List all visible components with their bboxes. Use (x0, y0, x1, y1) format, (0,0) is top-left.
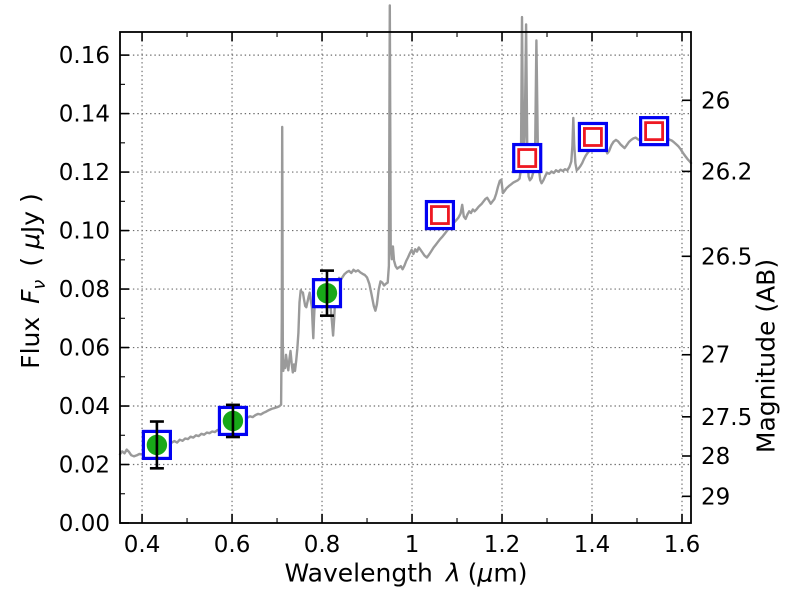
model-red-square-marker (644, 121, 665, 142)
x-tick-label: 1 (405, 532, 420, 558)
y-axis-label-right: Magnitude (AB) (751, 258, 781, 454)
y-tick-label: 0.02 (59, 453, 110, 479)
y-tick-label: 0.04 (59, 394, 110, 420)
x-tick-label: 1.6 (664, 532, 701, 558)
x-tick-label: 0.4 (124, 532, 161, 558)
magnitude-tick-label: 27.5 (701, 405, 752, 431)
y-tick-label: 0.06 (59, 336, 110, 362)
y-left-word: Flux (16, 316, 45, 369)
x-axis-unit-open: ( (467, 558, 478, 588)
y-left-unit-close: Jy ) (16, 193, 45, 234)
flux-symbol: F (16, 289, 45, 304)
magnitude-tick-label: 27 (701, 343, 730, 369)
magnitude-tick-label: 26.2 (701, 159, 752, 185)
mu-symbol: μ (16, 233, 45, 249)
y-left-unit-open: ( (16, 248, 45, 267)
magnitude-tick-label: 26.5 (701, 244, 752, 270)
x-axis-unit-close: m) (493, 558, 528, 588)
x-tick-label: 0.6 (214, 532, 251, 558)
axes-frame (119, 31, 692, 524)
y-tick-label: 0.10 (59, 219, 110, 245)
magnitude-tick-label: 26 (701, 88, 730, 114)
model-red-square-marker (430, 205, 450, 225)
y-tick-label: 0.16 (59, 43, 110, 69)
lambda-symbol: λ (445, 558, 461, 588)
y-tick-label: 0.14 (59, 102, 110, 128)
model-red-square-marker (583, 127, 603, 147)
nu-subscript: ν (30, 279, 50, 290)
y-tick-label: 0.12 (59, 160, 110, 186)
x-tick-label: 1.2 (484, 532, 521, 558)
magnitude-tick-label: 28 (701, 444, 730, 470)
y-axis-label-left: Flux Fν ( μJy ) (16, 193, 50, 369)
x-axis-label: Wavelength λ (μm) (285, 559, 528, 588)
magnitude-tick-label: 29 (701, 484, 730, 510)
x-tick-label: 0.8 (304, 532, 341, 558)
model-red-square-marker (517, 148, 538, 168)
x-tick-label: 1.4 (574, 532, 611, 558)
y-tick-label: 0.00 (59, 511, 110, 537)
mu-symbol: μ (477, 558, 494, 588)
y-tick-label: 0.08 (59, 277, 110, 303)
x-axis-label-word: Wavelength (284, 558, 433, 588)
spectrum-line (118, 4, 693, 458)
